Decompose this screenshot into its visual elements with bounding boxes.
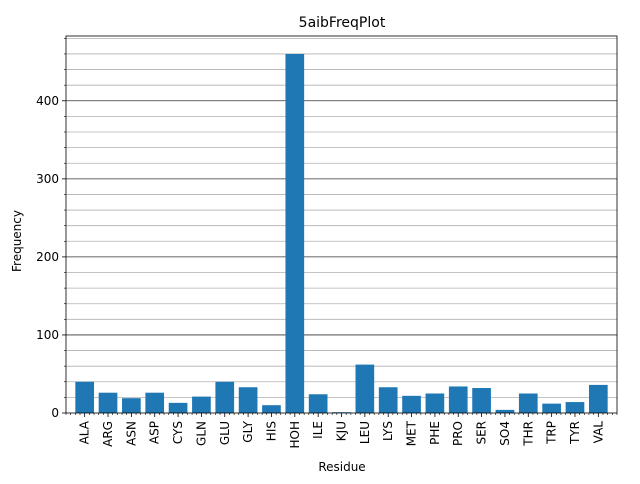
x-tick-label: SER: [475, 421, 489, 445]
y-tick-label: 200: [36, 250, 59, 264]
bar-pro: [448, 386, 468, 413]
bar-his: [262, 405, 281, 413]
x-tick-label: GLU: [218, 421, 232, 445]
bar-gly: [238, 387, 258, 413]
x-tick-label: TRP: [545, 421, 559, 445]
x-tick-label: ASP: [148, 421, 162, 444]
x-tick-label: ASN: [124, 421, 138, 446]
y-axis-label: Frequency: [10, 210, 24, 272]
bars: [75, 53, 608, 413]
bar-phe: [425, 393, 445, 413]
plot-frame: [65, 35, 618, 414]
grid-lines: [66, 37, 617, 398]
x-axis-label: Residue: [318, 460, 365, 474]
x-tick-label: PHE: [428, 421, 442, 445]
bar-so4: [495, 409, 515, 413]
x-tick-label: THR: [521, 421, 535, 447]
y-tick-label: 100: [36, 328, 59, 342]
x-tick-label: PRO: [451, 421, 465, 446]
x-tick-label: TYR: [568, 421, 582, 445]
bar-asn: [122, 398, 141, 413]
x-tick-label: LEU: [358, 421, 372, 444]
bar-ile: [308, 394, 328, 413]
x-tick-label: MET: [405, 420, 419, 446]
bar-cys: [168, 402, 188, 413]
x-tick-label: HIS: [264, 421, 278, 441]
bar-tyr: [565, 402, 585, 413]
bar-lys: [378, 387, 398, 413]
x-tick-label: ILE: [311, 421, 325, 439]
chart-title: 5aibFreqPlot: [299, 15, 386, 31]
x-tick-label: ALA: [78, 420, 92, 444]
bar-ser: [472, 388, 491, 413]
x-tick-label: LYS: [381, 421, 395, 441]
bar-leu: [355, 364, 375, 413]
bar-glu: [215, 381, 235, 413]
x-tick-label: ARG: [101, 421, 115, 447]
bar-hoh: [285, 53, 305, 413]
bar-val: [588, 384, 608, 413]
bar-arg: [98, 392, 118, 413]
x-tick-label: HOH: [288, 421, 302, 449]
x-tick-label: SO4: [498, 421, 512, 446]
bar-gln: [192, 396, 211, 413]
x-tick-label: GLY: [241, 420, 255, 442]
bar-thr: [518, 393, 538, 413]
x-tick-label: VAL: [591, 421, 605, 444]
bar-met: [402, 395, 421, 413]
x-tick-label: CYS: [171, 421, 185, 444]
x-tick-label: GLN: [194, 421, 208, 446]
axes: ALA ARG ASN ASP CYS GLN GLU GLY HIS HOH ILE KJU LEU L…: [36, 35, 618, 449]
y-tick-label: 400: [36, 94, 59, 108]
bar-asp: [145, 392, 165, 413]
bar-trp: [542, 403, 561, 413]
x-tick-label: KJU: [335, 421, 349, 441]
y-tick-label: 300: [36, 172, 59, 186]
bar-ala: [75, 381, 95, 413]
y-tick-label: 0: [51, 406, 59, 420]
